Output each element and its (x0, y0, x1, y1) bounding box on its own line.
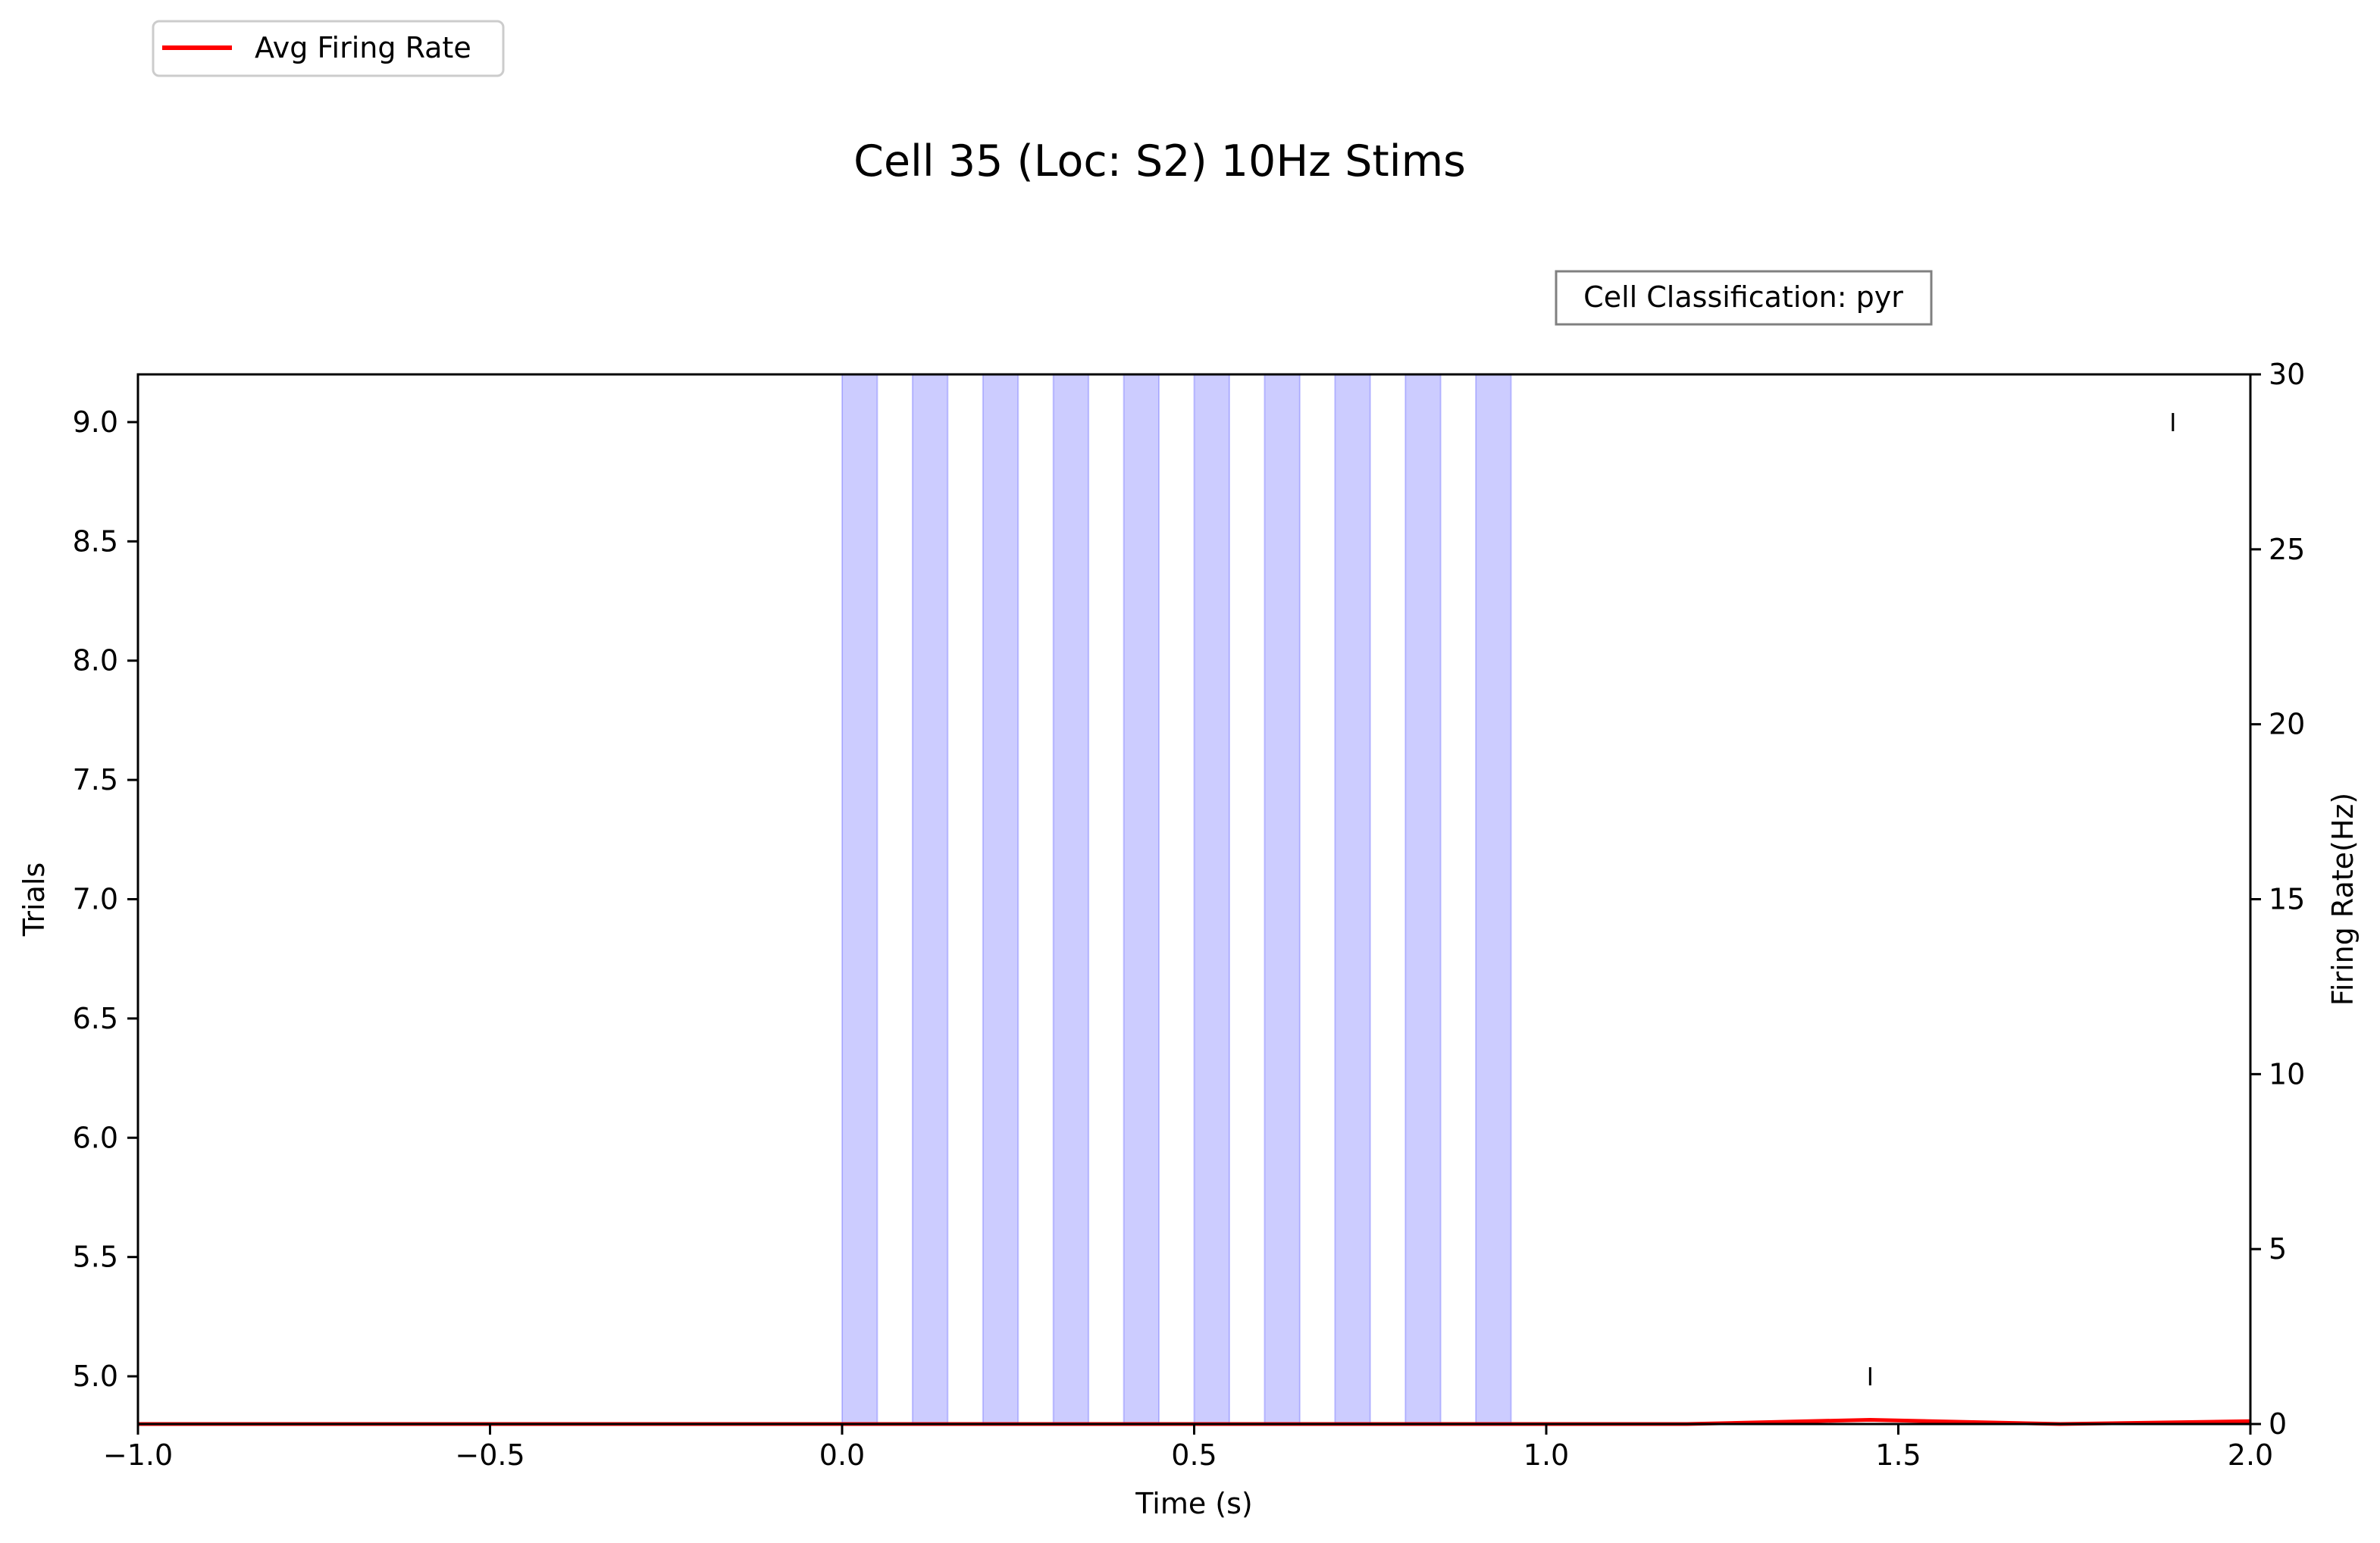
y-right-tick-label: 25 (2269, 533, 2305, 566)
legend-label-avg-firing-rate: Avg Firing Rate (255, 31, 471, 64)
y-right-tick-label: 10 (2269, 1057, 2305, 1091)
y-left-tick-label: 8.0 (73, 644, 118, 678)
y-left-tick-label: 8.5 (73, 524, 118, 558)
stim-window-7 (1264, 374, 1301, 1425)
stim-window-8 (1334, 374, 1371, 1425)
x-tick-label: −0.5 (455, 1438, 525, 1472)
stim-window-5 (1123, 374, 1160, 1425)
y-right-tick-label: 5 (2269, 1232, 2287, 1266)
y-left-tick-label: 5.5 (73, 1241, 118, 1274)
chart-title: Cell 35 (Loc: S2) 10Hz Stims (853, 136, 1466, 186)
y-left-tick-label: 7.0 (73, 883, 118, 916)
x-axis-label: Time (s) (1135, 1487, 1253, 1520)
stim-window-3 (982, 374, 1019, 1425)
x-tick-label: 1.0 (1524, 1438, 1569, 1472)
x-tick-label: 2.0 (2228, 1438, 2273, 1472)
x-tick-label: 1.5 (1875, 1438, 1921, 1472)
stim-window-2 (911, 374, 949, 1425)
y-left-tick-label: 6.5 (73, 1002, 118, 1035)
annotation-box (1555, 270, 1933, 326)
y-left-tick-label: 9.0 (73, 405, 118, 439)
y-left-tick-label: 7.5 (73, 763, 118, 797)
y-right-tick-label: 20 (2269, 708, 2305, 741)
y-left-tick-label: 6.0 (73, 1121, 118, 1154)
y-right-tick-label: 0 (2269, 1407, 2287, 1441)
stim-window-9 (1405, 374, 1442, 1425)
y-right-tick-label: 30 (2269, 358, 2305, 391)
x-tick-label: −1.0 (103, 1438, 173, 1472)
legend: Avg Firing Rate (152, 20, 505, 77)
classification-annotation: Cell Classification: pyr (1555, 270, 1933, 326)
legend-box (152, 20, 505, 77)
y-left-tick-label: 5.0 (73, 1360, 118, 1393)
annotation-text: Cell Classification: pyr (1583, 280, 1903, 314)
stim-windows (841, 374, 1512, 1425)
y-right-tick-label: 15 (2269, 883, 2305, 916)
stim-window-4 (1052, 374, 1090, 1425)
x-tick-label: 0.0 (819, 1438, 865, 1472)
stim-window-6 (1193, 374, 1230, 1425)
y-axis-right-label: Firing Rate(Hz) (2326, 793, 2360, 1006)
x-tick-label: 0.5 (1171, 1438, 1217, 1472)
stim-window-1 (841, 374, 878, 1425)
spike-raster (1868, 412, 2175, 1386)
y-axis-left-label: Trials (17, 862, 51, 937)
stim-window-10 (1475, 374, 1512, 1425)
axes: −1.0 −0.5 0.0 0.5 1.0 1.5 2.0 5.0 5.5 6.0 6.5 7.0 7.… (73, 358, 2306, 1472)
